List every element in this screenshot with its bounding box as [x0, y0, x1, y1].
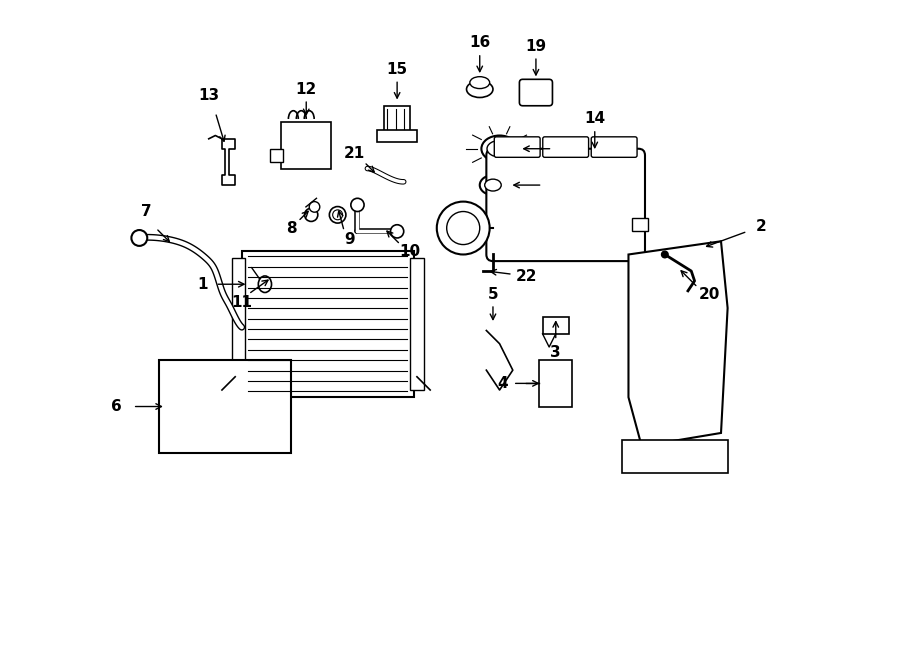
Circle shape: [131, 230, 148, 246]
Text: 4: 4: [498, 376, 508, 391]
FancyBboxPatch shape: [486, 149, 645, 261]
Text: 18: 18: [545, 178, 566, 192]
FancyBboxPatch shape: [494, 137, 540, 157]
Circle shape: [662, 251, 668, 258]
Ellipse shape: [329, 206, 346, 223]
Text: 19: 19: [526, 39, 546, 54]
Ellipse shape: [470, 77, 490, 89]
Bar: [159, 360, 292, 453]
Circle shape: [351, 198, 364, 212]
FancyBboxPatch shape: [519, 79, 553, 106]
Text: 17: 17: [555, 141, 576, 156]
Text: 5: 5: [488, 287, 499, 301]
Circle shape: [304, 208, 318, 221]
Text: 21: 21: [344, 146, 364, 161]
Text: 14: 14: [584, 112, 606, 126]
Text: 8: 8: [286, 221, 297, 235]
Text: 12: 12: [295, 82, 317, 97]
Text: 13: 13: [198, 89, 220, 103]
Text: 16: 16: [469, 36, 491, 50]
Text: 1: 1: [197, 277, 207, 292]
Text: 6: 6: [111, 399, 122, 414]
Circle shape: [391, 225, 404, 238]
Ellipse shape: [487, 140, 512, 157]
Text: 3: 3: [551, 345, 561, 360]
Circle shape: [310, 202, 320, 212]
Bar: [269, 149, 283, 162]
Polygon shape: [628, 241, 727, 446]
Text: 7: 7: [140, 204, 151, 219]
Ellipse shape: [485, 179, 501, 191]
Bar: [543, 317, 569, 334]
Ellipse shape: [258, 276, 272, 292]
Bar: [410, 258, 424, 390]
Text: 10: 10: [400, 244, 421, 258]
FancyBboxPatch shape: [543, 137, 589, 157]
Bar: [282, 122, 331, 169]
Circle shape: [446, 212, 480, 245]
Ellipse shape: [482, 136, 517, 162]
Text: 15: 15: [387, 62, 408, 77]
Bar: [377, 130, 417, 142]
Ellipse shape: [466, 81, 493, 98]
Bar: [232, 258, 245, 390]
FancyBboxPatch shape: [591, 137, 637, 157]
Text: 20: 20: [699, 287, 721, 301]
Bar: [622, 440, 727, 473]
Bar: [539, 360, 572, 407]
Text: 22: 22: [516, 269, 536, 284]
Ellipse shape: [333, 210, 343, 219]
Bar: [384, 106, 410, 132]
Circle shape: [436, 202, 490, 254]
Text: 11: 11: [231, 295, 252, 310]
Bar: [242, 251, 414, 397]
Ellipse shape: [480, 175, 506, 195]
Text: 9: 9: [344, 233, 355, 247]
Bar: [632, 218, 648, 231]
Text: 2: 2: [755, 219, 766, 234]
